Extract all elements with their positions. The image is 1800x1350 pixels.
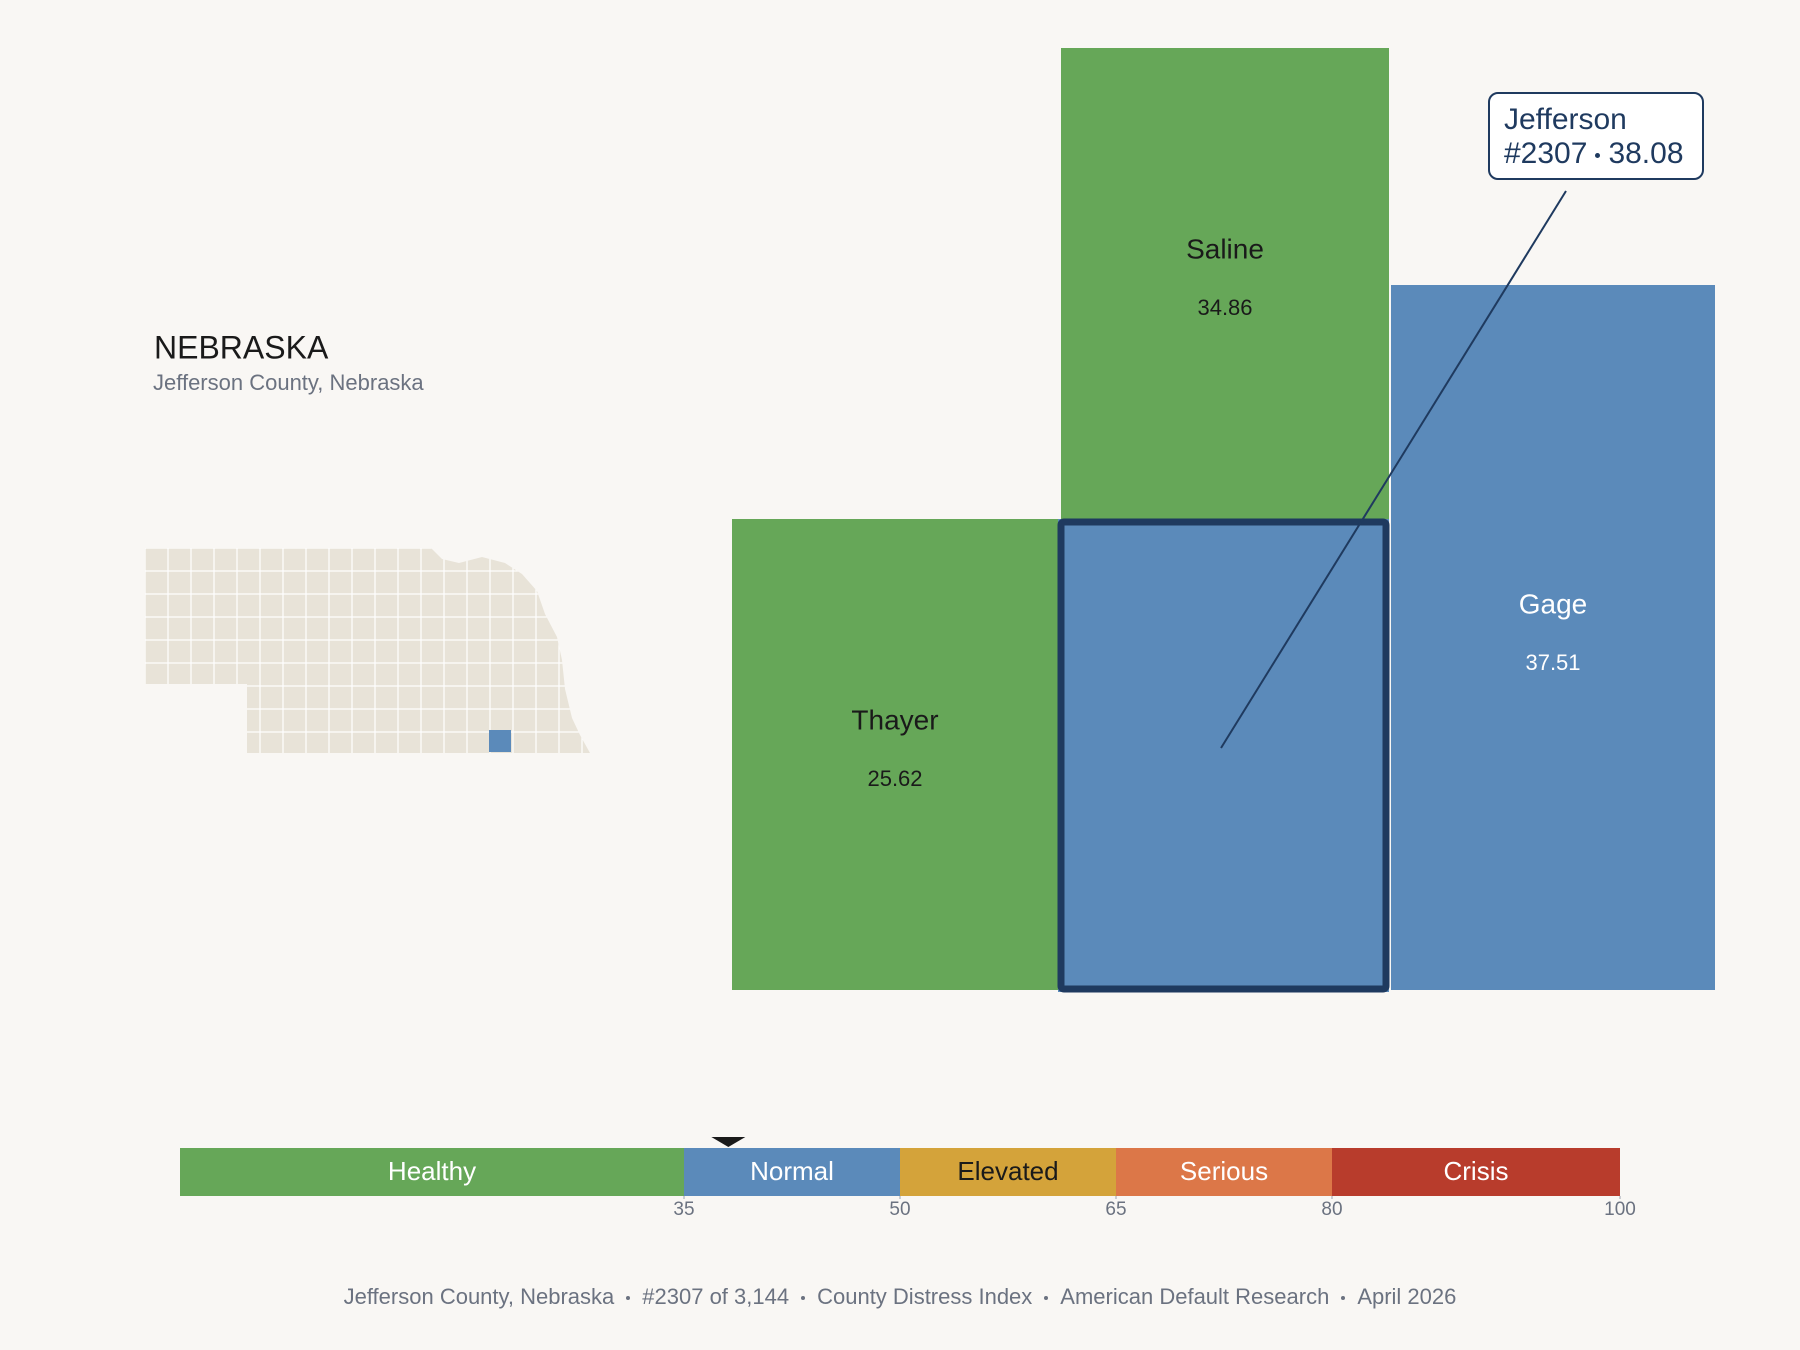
tick-label: 65 — [1105, 1199, 1126, 1220]
separator — [1044, 1296, 1049, 1301]
legend-band — [684, 1148, 900, 1196]
subtitle: Jefferson County, Nebraska — [153, 370, 424, 395]
tick-label: 50 — [889, 1199, 910, 1220]
legend-label: Normal — [750, 1156, 834, 1186]
county — [1391, 285, 1715, 990]
legend-label: Healthy — [388, 1156, 476, 1186]
county-name: Saline — [1186, 233, 1264, 264]
footer: Jefferson County, Nebraska #2307 of 3,144… — [0, 1284, 1800, 1310]
county — [732, 519, 1058, 990]
county — [1061, 48, 1389, 519]
separator — [801, 1296, 806, 1301]
footer-item: County Distress Index — [817, 1284, 1033, 1309]
legend-label: Crisis — [1444, 1156, 1509, 1186]
legend-label: Serious — [1180, 1156, 1268, 1186]
footer-item: April 2026 — [1357, 1284, 1457, 1309]
callout-value: 38.08 — [1608, 137, 1684, 170]
title: NEBRASKA — [154, 329, 329, 365]
county-value: 37.51 — [1525, 650, 1580, 675]
separator — [1341, 1296, 1346, 1301]
county-value: 25.62 — [867, 766, 922, 791]
separator — [1595, 152, 1601, 158]
tick-label: 80 — [1321, 1199, 1342, 1220]
legend-band — [1116, 1148, 1332, 1196]
county-name: Gage — [1519, 588, 1588, 619]
separator — [626, 1296, 631, 1301]
county — [1058, 519, 1389, 992]
legend-band — [900, 1148, 1116, 1196]
state-map — [145, 548, 590, 753]
legend-band — [180, 1148, 684, 1196]
footer-item: #2307 of 3,144 — [642, 1284, 790, 1309]
tick-label: 100 — [1604, 1199, 1636, 1220]
legend-band — [1332, 1148, 1620, 1196]
callout-name: Jefferson — [1504, 103, 1627, 136]
value-marker — [711, 1137, 746, 1147]
state-map-highlight — [489, 730, 511, 752]
county-name: Thayer — [851, 704, 938, 735]
callout-rank: #2307 — [1504, 137, 1588, 170]
selected-outline — [1057, 518, 1390, 993]
legend-label: Elevated — [957, 1156, 1058, 1186]
callout: Jefferson #2307 38.08 — [1488, 92, 1704, 180]
footer-item: American Default Research — [1060, 1284, 1330, 1309]
county-value: 34.86 — [1197, 295, 1252, 320]
callout-detail: #2307 38.08 — [1504, 137, 1688, 171]
callout-leader — [1220, 190, 1567, 749]
tick-label: 35 — [673, 1199, 694, 1220]
footer-item: Jefferson County, Nebraska — [343, 1284, 615, 1309]
